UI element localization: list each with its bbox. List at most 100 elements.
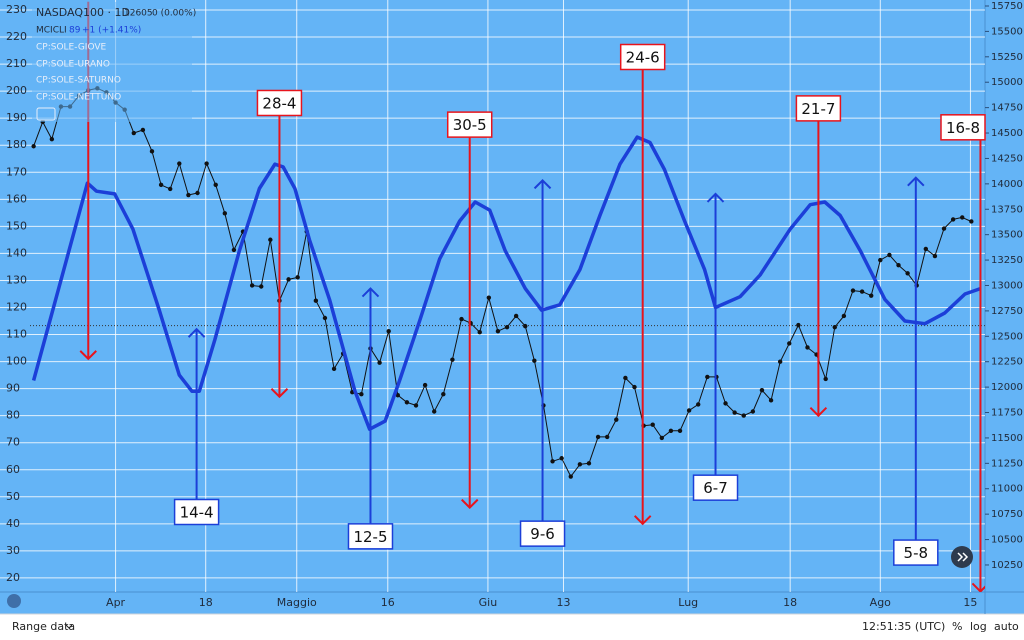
y-tick-label: 210 xyxy=(6,57,27,70)
y2-tick-label: 11250 xyxy=(991,458,1023,469)
overlay-name[interactable]: CP:SOLE-URANO xyxy=(36,60,110,70)
y2-tick-label: 11750 xyxy=(991,408,1023,419)
price-point xyxy=(777,359,783,364)
date-label-box xyxy=(173,498,220,526)
y2-tick-label: 14250 xyxy=(991,153,1023,164)
overlay-name[interactable]: CP:SOLE-NETTUNO xyxy=(36,93,121,103)
log-toggle[interactable]: log xyxy=(970,620,987,633)
y-tick-label: 70 xyxy=(6,436,20,449)
price-point xyxy=(741,413,746,418)
y-tick-label: 100 xyxy=(6,355,27,368)
dropdown-icon xyxy=(65,624,73,629)
price-point xyxy=(231,247,237,253)
auto-toggle[interactable]: auto xyxy=(994,620,1019,633)
date-label: 9-6 xyxy=(530,525,555,543)
date-label: 16-8 xyxy=(946,119,980,137)
price-point xyxy=(632,384,637,390)
price-point xyxy=(459,316,464,322)
legend-backdrop xyxy=(32,2,192,122)
price-point xyxy=(750,409,756,414)
price-point xyxy=(850,288,856,293)
price-point xyxy=(477,330,482,335)
price-point xyxy=(268,237,273,242)
price-point xyxy=(677,428,683,434)
y-tick-label: 50 xyxy=(6,490,20,503)
date-label: 21-7 xyxy=(801,100,835,118)
bottom-toolbar xyxy=(0,614,1024,640)
price-point xyxy=(923,246,929,252)
price-point xyxy=(859,289,865,294)
price-point xyxy=(504,324,510,330)
arrow-head xyxy=(361,287,380,298)
date-label: 12-5 xyxy=(353,528,387,546)
percent-toggle[interactable]: % xyxy=(952,620,962,633)
date-label: 6-7 xyxy=(703,479,728,497)
price-point xyxy=(195,190,200,196)
price-point xyxy=(550,459,555,464)
price-point xyxy=(796,322,801,328)
price-point xyxy=(295,275,300,280)
scroll-icon xyxy=(957,552,969,562)
price-point xyxy=(950,217,956,222)
y-tick-label: 230 xyxy=(6,3,27,16)
price-point xyxy=(31,144,36,149)
date-label-box xyxy=(893,539,939,566)
date-label: 24-6 xyxy=(626,49,660,67)
price-point xyxy=(386,329,391,334)
last-price: 12605 xyxy=(124,9,153,19)
arrow-head xyxy=(633,515,652,526)
price-point xyxy=(222,211,228,216)
y2-tick-label: 10500 xyxy=(991,535,1023,546)
price-point xyxy=(450,357,455,362)
price-point xyxy=(49,136,55,142)
price-point xyxy=(559,456,564,461)
arrow-head xyxy=(809,406,828,418)
price-point xyxy=(896,262,901,268)
date-label-box xyxy=(692,474,739,501)
y-tick-label: 180 xyxy=(6,138,27,151)
y-tick-label: 90 xyxy=(6,382,20,395)
arrow-head xyxy=(187,327,206,338)
date-label-box xyxy=(795,95,842,122)
price-point xyxy=(523,323,528,329)
price-point xyxy=(941,226,947,231)
price-point xyxy=(732,410,737,415)
collapse-button[interactable] xyxy=(36,107,56,121)
date-label: 5-8 xyxy=(904,544,929,562)
y-tick-label: 20 xyxy=(6,571,20,584)
date-label: 14-4 xyxy=(180,504,214,522)
y-tick-label: 190 xyxy=(6,111,27,124)
date-label-box xyxy=(619,43,666,71)
y-tick-label: 150 xyxy=(6,219,27,232)
y2-tick-label: 14750 xyxy=(991,103,1023,114)
x-tick-label: Maggio xyxy=(277,596,317,609)
y-tick-label: 30 xyxy=(6,544,20,557)
price-point xyxy=(878,257,883,263)
x-tick-label: Ago xyxy=(870,596,892,609)
date-label-box xyxy=(519,520,566,547)
price-point xyxy=(969,219,974,224)
x-tick-label: 18 xyxy=(783,596,797,609)
y2-tick-label: 12750 xyxy=(991,306,1023,317)
settings-button[interactable] xyxy=(7,594,21,608)
price-point xyxy=(668,428,674,434)
price-point xyxy=(186,192,191,198)
range-button[interactable]: Range data xyxy=(12,620,75,633)
arrow-head xyxy=(706,192,725,203)
y2-tick-label: 15000 xyxy=(991,77,1023,88)
price-point xyxy=(395,393,400,398)
overlay-name[interactable]: CP:SOLE-GIOVE xyxy=(36,43,107,53)
x-tick-label: Apr xyxy=(106,596,126,609)
price-point xyxy=(568,474,573,479)
price-point xyxy=(404,400,410,405)
legend: NASDAQ100 · 1D 12605 0 (0.00%) MCICLI 89… xyxy=(32,2,196,122)
price-point xyxy=(623,375,628,381)
indicator-change: +1 (+1.41%) xyxy=(82,26,141,36)
overlay-name[interactable]: CP:SOLE-SATURNO xyxy=(36,76,121,86)
price-point xyxy=(614,417,619,422)
price-point xyxy=(759,387,765,393)
price-point xyxy=(932,253,938,259)
date-label: 28-4 xyxy=(262,94,296,112)
price-point xyxy=(331,366,337,372)
